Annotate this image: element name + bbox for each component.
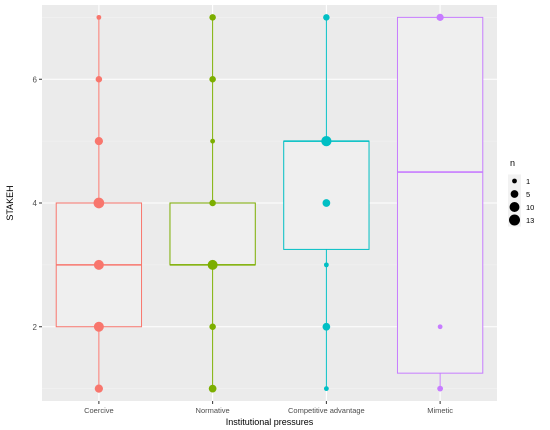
legend-label: 13 <box>526 216 534 225</box>
box-normative <box>169 202 256 266</box>
x-tick-label: Normative <box>196 406 230 415</box>
data-point <box>209 14 216 21</box>
data-point <box>437 385 444 392</box>
legend-label: 1 <box>526 177 530 186</box>
data-point <box>323 386 329 392</box>
data-point <box>321 135 332 147</box>
data-point <box>322 199 331 207</box>
legend-dot <box>509 202 520 212</box>
y-axis-title: STAKEH <box>5 185 15 220</box>
legend-dot <box>509 214 520 226</box>
y-tick-label: 4 <box>33 199 38 208</box>
data-point <box>209 323 216 331</box>
data-point <box>436 13 444 21</box>
x-axis: Coercive Normative Competitive advantage Mi… <box>84 401 453 415</box>
x-tick-label: Coercive <box>84 406 114 415</box>
data-point <box>94 137 103 146</box>
y-tick-label: 2 <box>33 323 38 332</box>
data-point <box>96 14 102 20</box>
box-mimetic <box>396 16 484 374</box>
data-point <box>437 324 443 330</box>
x-axis-title: Institutional pressures <box>226 417 314 427</box>
data-point <box>322 322 331 331</box>
data-point <box>323 262 329 268</box>
legend-dot <box>510 190 519 198</box>
data-points <box>93 13 444 393</box>
y-axis: 2 4 6 <box>33 75 42 332</box>
data-point <box>207 259 218 270</box>
data-point <box>210 138 216 144</box>
x-tick-label: Competitive advantage <box>288 406 365 415</box>
data-point <box>209 75 216 83</box>
box-competitive-advantage <box>283 140 370 250</box>
data-point <box>93 321 104 332</box>
data-point <box>94 384 103 393</box>
legend-label: 5 <box>526 190 530 199</box>
legend: n 1 5 10 13 <box>508 158 534 227</box>
data-point <box>93 197 105 209</box>
data-point <box>209 199 216 207</box>
y-tick-label: 6 <box>33 75 38 84</box>
data-point <box>323 14 330 21</box>
data-point <box>93 259 104 270</box>
data-point <box>208 384 217 393</box>
legend-label: 10 <box>526 203 534 212</box>
data-point <box>95 75 103 83</box>
x-tick-label: Mimetic <box>427 406 453 415</box>
legend-title: n <box>510 158 515 168</box>
legend-dot <box>512 178 517 184</box>
